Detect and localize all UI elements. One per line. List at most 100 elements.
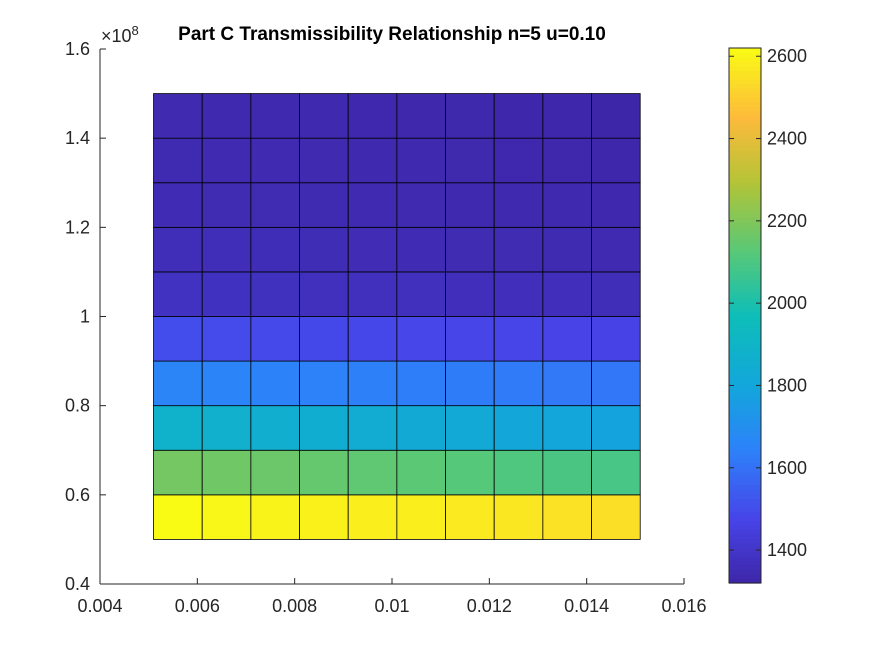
heatmap-cell [153, 316, 203, 362]
heatmap-cell [396, 271, 446, 317]
heatmap-cell [201, 182, 252, 228]
colorbar-segment [729, 83, 761, 89]
y-tick-label: 1 [80, 307, 90, 327]
heatmap-cell [493, 449, 544, 496]
colorbar-segment [729, 431, 761, 437]
heatmap-cell [396, 494, 446, 540]
colorbar-segment [729, 333, 761, 339]
colorbar-segment [729, 114, 761, 120]
heatmap-cell [201, 360, 252, 407]
heatmap-cell [201, 494, 252, 540]
heatmap-cell [396, 93, 446, 139]
colorbar-segment [729, 110, 761, 116]
colorbar-segment [729, 386, 761, 392]
colorbar-segment [729, 253, 761, 259]
heatmap-cell [250, 405, 300, 451]
heatmap-cell [250, 182, 300, 228]
colorbar-segment [729, 141, 761, 147]
y-tick-label: 1.2 [65, 217, 90, 237]
heatmap-cell [299, 226, 349, 273]
heatmap-cell [542, 137, 592, 184]
heatmap-cell [153, 360, 203, 407]
colorbar-segment [729, 458, 761, 464]
heatmap-cell [591, 316, 641, 362]
heatmap-cell [250, 93, 300, 139]
colorbar-segment [729, 61, 761, 67]
colorbar-segment [729, 195, 761, 201]
heatmap-cell [542, 271, 592, 317]
colorbar-segment [729, 551, 761, 557]
colorbar-segment [729, 337, 761, 343]
x-tick-label: 0.004 [77, 596, 122, 616]
colorbar-segment [729, 217, 761, 223]
colorbar-segment [729, 92, 761, 98]
colorbar-segment [729, 574, 761, 580]
heatmap-cell [153, 405, 203, 451]
colorbar-segment [729, 244, 761, 250]
heatmap-cell [396, 226, 446, 273]
colorbar-segment [729, 560, 761, 566]
colorbar-segment [729, 435, 761, 441]
heatmap-cell [396, 182, 446, 228]
heatmap-cell [347, 271, 398, 317]
heatmap-cell [396, 137, 446, 184]
colorbar-segment [729, 52, 761, 58]
colorbar-segment [729, 565, 761, 571]
colorbar-segment [729, 172, 761, 178]
heatmap-cell [493, 93, 544, 139]
heatmap-cell [396, 360, 446, 407]
heatmap-cell [153, 93, 203, 139]
colorbar-segment [729, 529, 761, 535]
heatmap-cell [347, 93, 398, 139]
colorbar-frame [728, 47, 762, 584]
colorbar-segment [729, 382, 761, 388]
colorbar-segment [729, 315, 761, 321]
heatmap-cell [445, 494, 495, 540]
colorbar-segment [729, 426, 761, 433]
colorbar-segment [729, 400, 761, 406]
colorbar-segment [729, 373, 761, 379]
colorbar-segment [729, 395, 761, 401]
colorbar-segment [729, 150, 761, 156]
colorbar-segment [729, 212, 761, 219]
colorbar-segment [729, 128, 761, 134]
heatmap-cell [250, 449, 300, 496]
heatmap-cell [445, 360, 495, 407]
heatmap-cell [591, 271, 641, 317]
x-tick-label: 0.016 [661, 596, 706, 616]
colorbar-segment [729, 137, 761, 143]
heatmap-cell [542, 405, 592, 451]
colorbar-segment [729, 101, 761, 107]
colorbar-segment [729, 404, 761, 410]
colorbar-segment [729, 484, 761, 490]
colorbar-segment [729, 159, 761, 165]
colorbar-segment [729, 65, 761, 71]
colorbar-segment [729, 444, 761, 450]
y-tick-label: 0.6 [65, 485, 90, 505]
colorbar-tick-label: 2600 [767, 46, 807, 66]
heatmap-cell [299, 316, 349, 362]
colorbar-segment [729, 440, 761, 446]
heatmap-cell [347, 405, 398, 451]
heatmap-cell [445, 137, 495, 184]
heatmap-cell [347, 360, 398, 407]
heatmap-cell [493, 137, 544, 184]
heatmap-cell [493, 271, 544, 317]
colorbar-segment [729, 262, 761, 268]
colorbar-segment [729, 226, 761, 232]
colorbar-segment [729, 199, 761, 205]
x-tick-label: 0.012 [467, 596, 512, 616]
colorbar-segment [729, 328, 761, 334]
colorbar-segment [729, 186, 761, 192]
colorbar-segment [729, 346, 761, 352]
y-tick-label: 0.4 [65, 574, 90, 594]
heatmap-cell [591, 137, 641, 184]
heatmap-cell [542, 494, 592, 540]
heatmap-cell [201, 271, 252, 317]
colorbar-segment [729, 279, 761, 285]
heatmap-cell [299, 182, 349, 228]
colorbar-segment [729, 204, 761, 210]
heatmap-cell [445, 226, 495, 273]
heatmap-cell [445, 93, 495, 139]
colorbar-segment [729, 266, 761, 272]
